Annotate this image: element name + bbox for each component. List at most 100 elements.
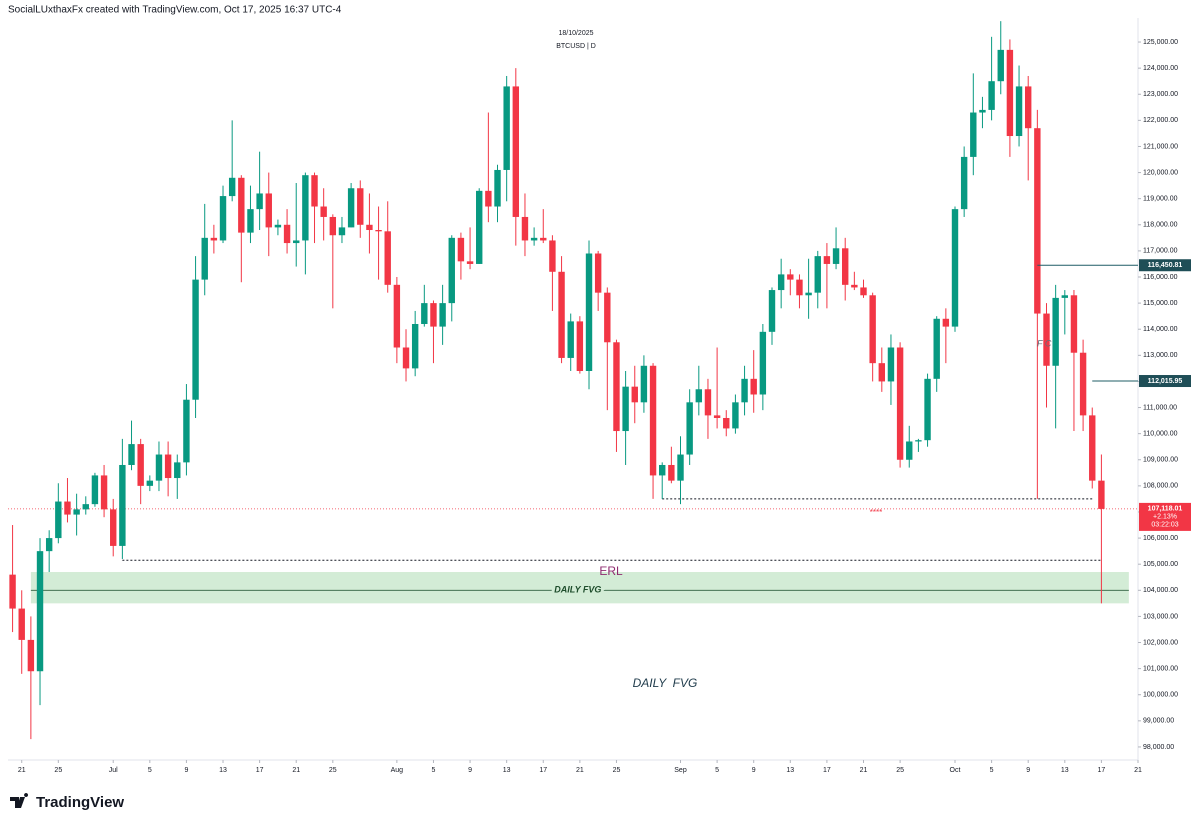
candle-body xyxy=(1089,415,1096,481)
candle-body xyxy=(979,109,986,113)
x-tick-label: 9 xyxy=(468,767,472,774)
candle-body xyxy=(64,501,71,515)
candle-body xyxy=(320,206,327,217)
fvg-zone xyxy=(30,572,1129,604)
x-tick-label: 17 xyxy=(1098,767,1106,774)
candle-body xyxy=(329,216,337,236)
x-tick-label: Sep xyxy=(674,767,687,774)
candle-body xyxy=(649,365,657,476)
candle-body xyxy=(238,177,245,233)
x-tick-label: 5 xyxy=(715,767,719,774)
candle-body xyxy=(302,175,309,241)
x-tick-label: 21 xyxy=(860,767,868,774)
y-tick-label: 120,000.00 xyxy=(1143,169,1178,176)
candle-body xyxy=(622,386,629,432)
candle-body xyxy=(485,190,492,207)
fvg-label: DAILY FVG xyxy=(554,585,601,595)
candle-body xyxy=(466,261,474,264)
candle-body xyxy=(695,389,703,403)
candle-body xyxy=(723,417,730,429)
y-tick-label: 110,000.00 xyxy=(1143,430,1178,437)
candle-body xyxy=(183,399,190,463)
candle-body xyxy=(631,386,638,403)
x-tick-label: 13 xyxy=(503,767,511,774)
y-tick-label: 111,000.00 xyxy=(1143,404,1177,411)
x-tick-label: 21 xyxy=(18,767,26,774)
y-tick-label: 118,000.00 xyxy=(1143,222,1178,229)
last-price-countdown: 03:22:03 xyxy=(1151,522,1178,529)
y-tick-label: 125,000.00 xyxy=(1143,39,1178,46)
candle-body xyxy=(256,193,263,210)
chart-date: 18/10/2025 xyxy=(558,30,593,37)
level-label-box xyxy=(1139,375,1191,388)
x-tick-label: 9 xyxy=(184,767,188,774)
candle-body xyxy=(174,462,181,479)
candle-body xyxy=(247,209,254,233)
candle-body xyxy=(640,365,648,403)
candle-body xyxy=(9,574,16,609)
x-tick-label: 25 xyxy=(896,767,904,774)
x-tick-label: 13 xyxy=(786,767,794,774)
last-price-label: 107,118.01 xyxy=(1148,506,1183,513)
candle-body xyxy=(1079,352,1087,416)
level-label-box xyxy=(1139,259,1191,272)
candle-body xyxy=(787,274,794,280)
candle-body xyxy=(375,230,382,232)
logo-icon xyxy=(10,793,29,808)
candle-body xyxy=(951,209,959,327)
candle-body xyxy=(805,292,812,296)
y-tick-label: 105,000.00 xyxy=(1143,561,1178,568)
candle-body xyxy=(741,378,748,403)
candle-body xyxy=(311,175,318,207)
candle-body xyxy=(594,253,602,293)
candle-body xyxy=(119,464,126,546)
candle-body xyxy=(933,318,940,379)
candle-body xyxy=(549,240,556,272)
x-tick-label: 21 xyxy=(576,767,584,774)
y-tick-label: 100,000.00 xyxy=(1143,692,1178,699)
candle-body xyxy=(293,240,300,244)
candle-body xyxy=(750,378,757,395)
candle-body xyxy=(1043,313,1050,366)
candle-body xyxy=(677,454,684,481)
level-label: 116,450.81 xyxy=(1148,262,1183,269)
candle-body xyxy=(448,237,455,304)
header-text: SocialLUxthaxFx created with TradingView… xyxy=(8,5,342,16)
y-tick-label: 124,000.00 xyxy=(1143,65,1178,72)
candle-body xyxy=(411,323,419,369)
last-price-change: +2.13% xyxy=(1153,514,1177,521)
candle-body xyxy=(1070,295,1078,353)
candle-body xyxy=(686,402,693,455)
candle-body xyxy=(613,342,620,432)
candle-body xyxy=(283,224,291,244)
candle-body xyxy=(1061,295,1069,298)
x-tick-label: 13 xyxy=(219,767,227,774)
y-tick-label: 104,000.00 xyxy=(1143,587,1178,594)
candle-body xyxy=(73,509,80,515)
y-tick-label: 113,000.00 xyxy=(1143,352,1178,359)
candle-body xyxy=(530,237,538,241)
x-tick-label: 21 xyxy=(292,767,300,774)
candle-body xyxy=(128,444,135,465)
candle-body xyxy=(777,274,785,291)
x-tick-label: 13 xyxy=(1061,767,1069,774)
candle-body xyxy=(832,248,840,264)
x-tick-label: 9 xyxy=(1026,767,1030,774)
candle-body xyxy=(430,303,437,327)
footer-logo: TradingView xyxy=(10,793,124,811)
candle-body xyxy=(869,295,876,364)
candle-body xyxy=(851,284,858,288)
candle-body xyxy=(494,169,501,207)
candle-body xyxy=(421,303,428,324)
candle-body xyxy=(91,475,99,505)
candle-body xyxy=(796,279,803,296)
candle-body xyxy=(503,86,510,170)
candle-body xyxy=(384,231,391,285)
candle-body xyxy=(1034,128,1041,314)
candle-body xyxy=(887,347,895,382)
candle-body xyxy=(347,188,355,228)
candle-body xyxy=(55,501,62,539)
candle-body xyxy=(732,402,739,429)
candle-body xyxy=(228,177,236,197)
candle-body xyxy=(1098,480,1105,509)
